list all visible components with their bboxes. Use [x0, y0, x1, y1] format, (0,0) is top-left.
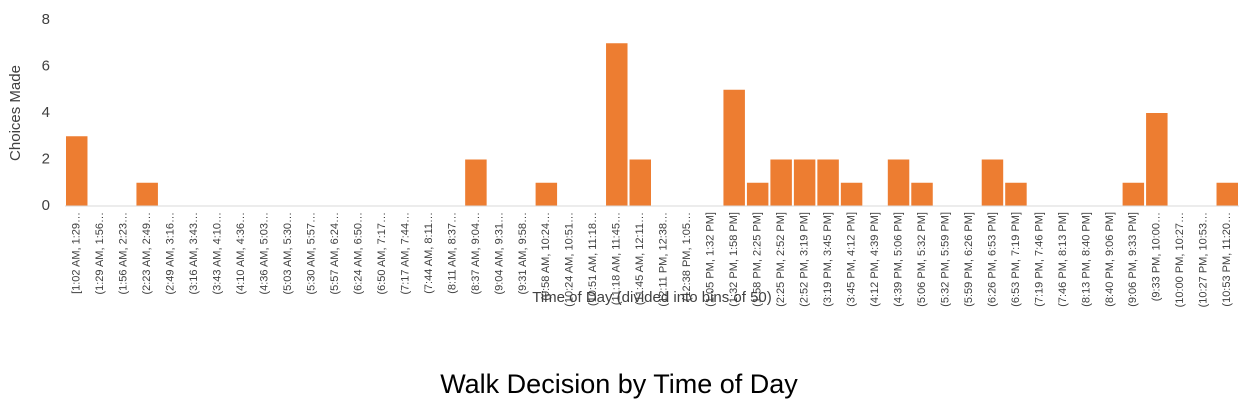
x-tick-label: (3:43 AM, 4:10… — [212, 212, 224, 295]
x-tick-label: (8:11 AM, 8:37… — [446, 212, 458, 294]
bar — [465, 159, 487, 206]
x-tick-label: (9:33 PM, 10:00… — [1151, 212, 1163, 301]
bar — [840, 182, 863, 206]
bar — [136, 182, 158, 206]
x-tick-label: (8:13 PM, 8:40 PM] — [1080, 212, 1092, 307]
x-tick-label: (5:06 PM, 5:32 PM] — [916, 212, 928, 307]
x-tick-label: (11:18 AM, 11:45… — [611, 212, 623, 305]
x-tick-label: (2:49 AM, 3:16… — [165, 212, 177, 295]
y-tick-label: 8 — [42, 11, 50, 28]
x-tick-label: (8:40 PM, 9:06 PM] — [1104, 212, 1116, 307]
x-tick-label: (5:32 PM, 5:59 PM] — [939, 212, 951, 307]
x-tick-label: (6:24 AM, 6:50… — [352, 212, 364, 295]
bar — [887, 159, 910, 206]
y-tick-label: 4 — [42, 104, 50, 121]
bar — [746, 182, 769, 206]
x-tick-label: (12:11 PM, 12:38… — [658, 212, 670, 307]
x-tick-label: (4:10 AM, 4:36… — [235, 212, 247, 295]
chart-title: Walk Decision by Time of Day — [440, 369, 798, 399]
x-tick-label: (2:25 PM, 2:52 PM] — [775, 212, 787, 307]
x-axis-label: Time of Day (divided into bins of 50) — [532, 289, 772, 306]
x-tick-label: (10:00 PM, 10:27… — [1174, 212, 1186, 307]
x-tick-label: (8:37 AM, 9:04… — [470, 212, 482, 295]
bar — [1122, 182, 1145, 206]
x-tick-label: (6:50 AM, 7:17… — [376, 212, 388, 295]
x-tick-label: (9:58 AM, 10:24… — [540, 212, 552, 301]
x-tick-label: (1:56 AM, 2:23… — [118, 212, 130, 295]
x-tick-label: (10:24 AM, 10:51… — [564, 212, 576, 307]
y-tick-label: 0 — [42, 197, 50, 214]
bar — [793, 159, 816, 206]
bar — [1216, 182, 1238, 206]
y-axis-label: Choices Made — [7, 65, 24, 161]
x-tick-label: (10:27 PM, 10:53… — [1198, 212, 1210, 307]
x-tick-label: (10:51 AM, 11:18… — [587, 212, 599, 306]
x-tick-label: (5:57 AM, 6:24… — [329, 212, 341, 295]
x-tick-label: (3:45 PM, 4:12 PM] — [845, 212, 857, 307]
bar — [981, 159, 1004, 206]
bar — [1005, 182, 1027, 206]
x-tick-label: (4:36 AM, 5:03… — [258, 212, 270, 295]
x-tick-label: (5:30 AM, 5:57… — [305, 212, 317, 295]
bar — [770, 159, 792, 206]
y-tick-label: 2 — [42, 150, 50, 167]
x-tick-label: (9:31 AM, 9:58… — [517, 212, 529, 295]
x-tick-label: (3:19 PM, 3:45 PM] — [822, 212, 834, 307]
x-tick-label: (1:29 AM, 1:56… — [94, 212, 106, 295]
x-tick-label: (10:53 PM, 11:20… — [1221, 212, 1233, 307]
y-tick-label: 6 — [42, 57, 50, 74]
bar — [723, 89, 745, 206]
x-tick-label: (7:17 AM, 7:44… — [399, 212, 411, 295]
x-tick-label: (1:32 PM, 1:58 PM] — [728, 212, 740, 307]
x-tick-label: (5:03 AM, 5:30… — [282, 212, 294, 295]
x-tick-label: (1:58 PM, 2:25 PM] — [752, 212, 764, 307]
x-tick-label: [1:02 AM, 1:29… — [71, 212, 83, 294]
x-tick-label: (9:04 AM, 9:31… — [493, 212, 505, 295]
bar — [629, 159, 651, 206]
x-tick-label: (2:23 AM, 2:49… — [141, 212, 153, 295]
bar — [66, 136, 88, 206]
x-tick-label: (9:06 PM, 9:33 PM] — [1127, 212, 1139, 307]
x-tick-label: (7:46 PM, 8:13 PM] — [1057, 212, 1069, 307]
x-tick-label: (4:39 PM, 5:06 PM] — [892, 212, 904, 307]
x-tick-label: (7:44 AM, 8:11… — [423, 212, 435, 294]
x-tick-label: (7:19 PM, 7:46 PM] — [1033, 212, 1045, 307]
x-tick-label: (11:45 AM, 12:11… — [634, 212, 646, 305]
x-tick-label: (6:53 PM, 7:19 PM] — [1010, 212, 1022, 307]
x-tick-label: (2:52 PM, 3:19 PM] — [799, 212, 811, 307]
x-tick-label: (12:38 PM, 1:05… — [681, 212, 693, 301]
bar — [817, 159, 839, 206]
x-tick-label: (3:16 AM, 3:43… — [188, 212, 200, 295]
bar — [606, 43, 628, 206]
x-tick-label: (1:05 PM, 1:32 PM] — [705, 212, 717, 307]
x-tick-label: (4:12 PM, 4:39 PM] — [869, 212, 881, 307]
x-tick-label: (5:59 PM, 6:26 PM] — [963, 212, 975, 307]
x-tick-label: (6:26 PM, 6:53 PM] — [986, 212, 998, 307]
bar — [535, 182, 558, 206]
bar — [1146, 113, 1168, 206]
bar — [911, 182, 933, 206]
